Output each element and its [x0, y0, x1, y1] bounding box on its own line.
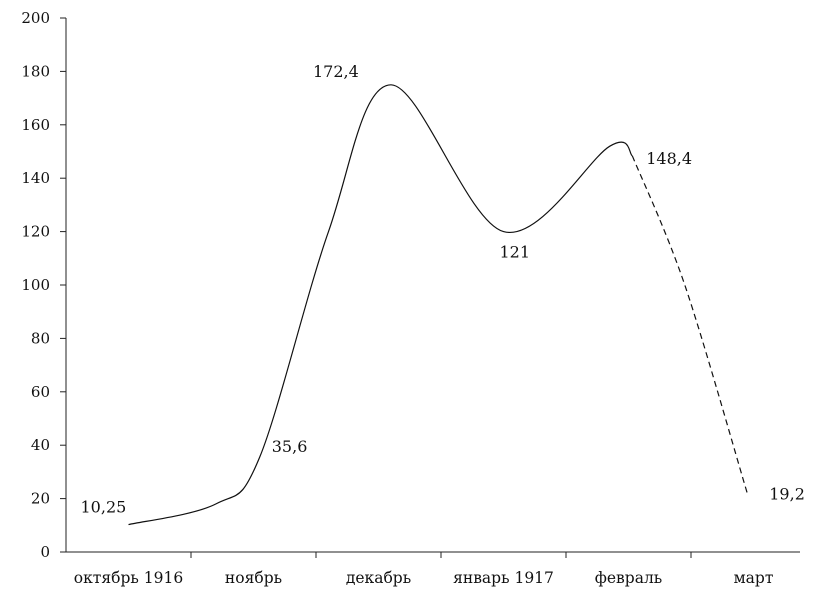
- y-axis-ticks: 0 20 40 60 80 100 120 140 160 180 200: [21, 9, 66, 561]
- data-label: 35,6: [272, 437, 308, 456]
- y-tick-label: 80: [31, 329, 50, 347]
- series-line-solid: [128, 84, 633, 526]
- data-label: 10,25: [81, 498, 127, 517]
- y-tick-label: 20: [31, 490, 50, 508]
- data-label: 121: [500, 243, 531, 262]
- series-line-dashed: [631, 155, 748, 494]
- x-tick-label: март: [734, 569, 774, 587]
- y-tick-label: 100: [21, 276, 50, 294]
- data-label: 148,4: [646, 149, 692, 168]
- y-tick-label: 200: [21, 9, 50, 27]
- data-labels: 10,25 35,6 172,4 121 148,4 19,2: [81, 62, 805, 517]
- data-label: 19,2: [769, 484, 805, 503]
- x-tick-label: январь 1917: [453, 569, 554, 587]
- y-tick-label: 120: [21, 223, 50, 241]
- y-tick-label: 0: [40, 543, 50, 561]
- y-tick-label: 40: [31, 436, 50, 454]
- x-tick-label: февраль: [595, 569, 662, 587]
- x-tick-label: октябрь 1916: [74, 569, 183, 587]
- x-axis-ticks: октябрь 1916 ноябрь декабрь январь 1917 февр…: [74, 552, 774, 587]
- y-tick-label: 160: [21, 116, 50, 134]
- y-tick-label: 60: [31, 383, 50, 401]
- x-tick-label: декабрь: [346, 569, 411, 587]
- y-tick-label: 140: [21, 169, 50, 187]
- data-label: 172,4: [313, 62, 359, 81]
- y-tick-label: 180: [21, 62, 50, 80]
- x-tick-label: ноябрь: [225, 569, 282, 587]
